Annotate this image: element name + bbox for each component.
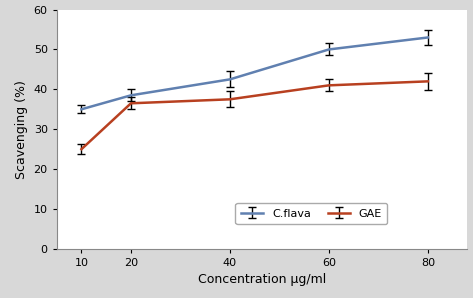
Legend: C.flava, GAE: C.flava, GAE	[235, 203, 387, 224]
X-axis label: Concentration µg/ml: Concentration µg/ml	[198, 274, 326, 286]
Y-axis label: Scavenging (%): Scavenging (%)	[15, 80, 28, 179]
